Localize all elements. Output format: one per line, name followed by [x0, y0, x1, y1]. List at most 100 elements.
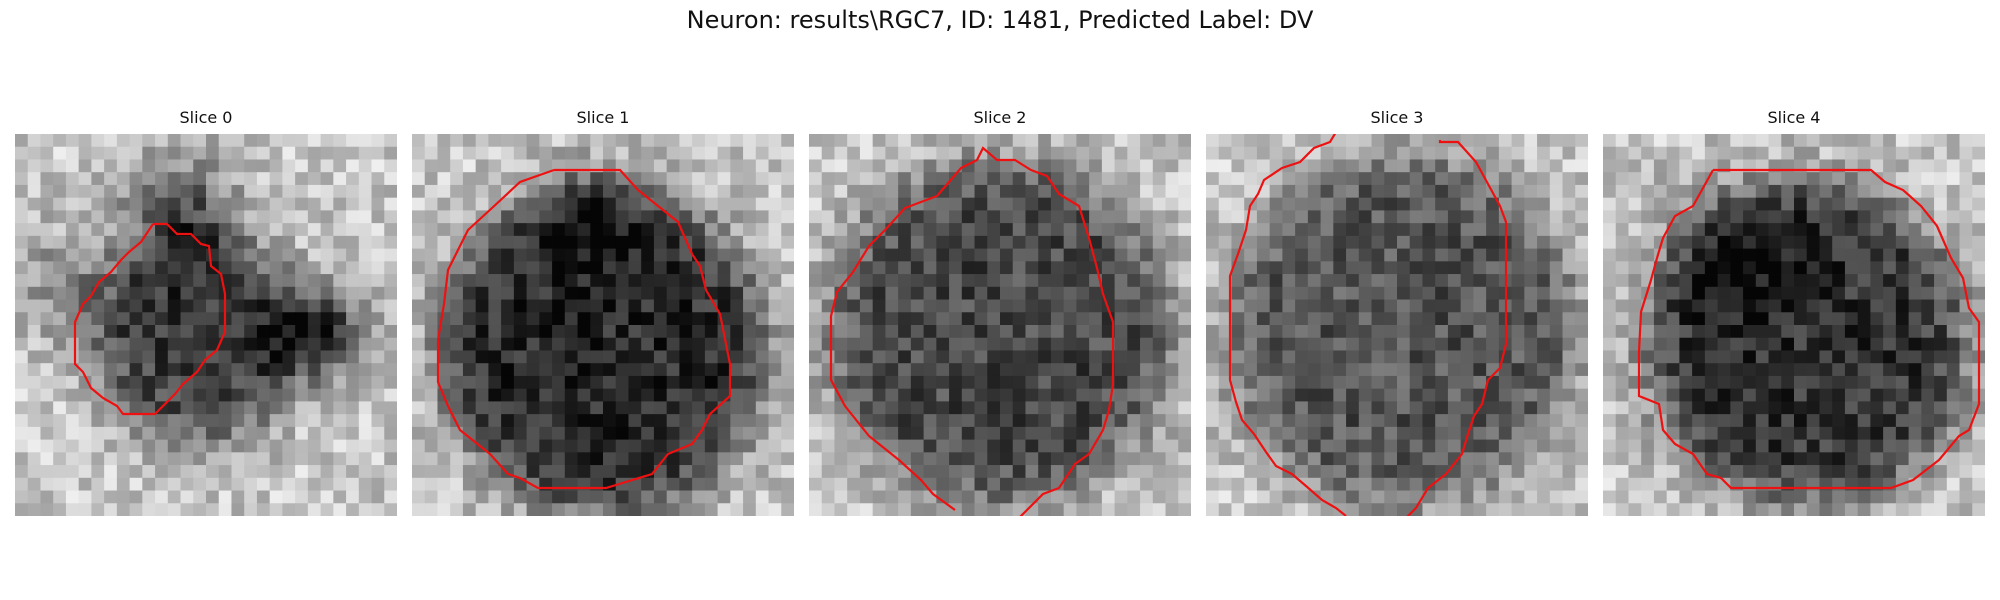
pixel: [40, 414, 54, 428]
pixel: [949, 184, 963, 199]
pixel: [526, 312, 540, 326]
pixel: [218, 477, 232, 491]
pixel: [923, 172, 937, 186]
pixel: [1256, 210, 1271, 224]
pixel: [653, 477, 668, 491]
pixel: [475, 184, 489, 199]
pixel: [590, 312, 604, 326]
pixel: [1870, 248, 1884, 262]
pixel: [462, 490, 477, 504]
pixel: [333, 286, 347, 300]
pixel: [358, 235, 372, 249]
pixel: [821, 363, 835, 377]
pixel: [743, 477, 757, 491]
pixel: [1679, 134, 1693, 148]
pixel: [1819, 134, 1833, 148]
pixel: [1781, 337, 1795, 351]
pixel: [513, 274, 527, 288]
pixel: [717, 197, 731, 211]
pixel: [244, 388, 258, 402]
pixel: [653, 350, 668, 364]
pixel: [15, 503, 29, 516]
pixel: [1615, 197, 1629, 211]
pixel: [129, 477, 143, 491]
pixel: [501, 401, 515, 415]
pixel: [450, 401, 464, 415]
pixel: [847, 375, 861, 390]
pixel: [450, 465, 464, 479]
pixel: [768, 325, 782, 339]
pixel: [1397, 503, 1411, 516]
pixel: [1562, 184, 1576, 199]
pixel: [987, 197, 1001, 211]
pixel: [1152, 465, 1166, 479]
pixel: [1178, 477, 1191, 491]
pixel: [1178, 134, 1191, 148]
pixel: [450, 439, 464, 453]
pixel: [1575, 477, 1588, 491]
pixel: [1857, 235, 1871, 249]
pixel: [1165, 363, 1179, 377]
pixel: [1012, 388, 1026, 402]
pixel: [1282, 248, 1296, 262]
pixel: [1152, 503, 1166, 516]
pixel: [949, 146, 963, 160]
pixel: [513, 172, 527, 186]
pixel: [1615, 274, 1629, 288]
pixel: [295, 388, 309, 402]
pixel: [231, 172, 245, 186]
pixel: [821, 426, 835, 440]
pixel: [53, 184, 67, 199]
pixel: [755, 235, 769, 249]
pixel: [295, 274, 309, 288]
pixel: [53, 452, 67, 466]
pixel: [346, 312, 360, 326]
pixel: [384, 375, 397, 390]
pixel: [885, 159, 899, 173]
pixel: [91, 337, 105, 351]
pixel: [1089, 388, 1103, 402]
pixel: [1870, 223, 1884, 237]
pixel: [269, 235, 283, 249]
pixel: [193, 274, 207, 288]
pixel: [488, 210, 502, 224]
pixel: [666, 388, 680, 402]
pixel: [1244, 286, 1258, 300]
pixel: [256, 363, 271, 377]
pixel: [1076, 197, 1090, 211]
pixel: [564, 172, 578, 186]
pixel: [1704, 388, 1718, 402]
pixel: [1883, 197, 1897, 211]
pixel: [1320, 184, 1334, 199]
pixel: [1422, 465, 1436, 479]
pixel: [1063, 401, 1077, 415]
pixel: [1371, 325, 1385, 339]
pixel: [1165, 388, 1179, 402]
pixel: [1244, 363, 1258, 377]
pixel: [1063, 452, 1077, 466]
pixel: [346, 299, 360, 313]
pixel: [1486, 465, 1500, 479]
pixel: [1615, 146, 1629, 160]
pixel: [1628, 197, 1642, 211]
pixel: [539, 210, 553, 224]
pixel: [1320, 210, 1334, 224]
pixel: [552, 465, 566, 479]
pixel: [1768, 388, 1782, 402]
pixel: [513, 159, 527, 173]
pixel: [1679, 363, 1693, 377]
pixel: [910, 439, 924, 453]
pixel: [1524, 159, 1538, 173]
pixel: [704, 248, 718, 262]
pixel: [1295, 248, 1309, 262]
pixel: [1447, 503, 1462, 516]
pixel: [142, 299, 156, 313]
pixel: [1038, 414, 1052, 428]
pixel: [358, 134, 372, 148]
pixel: [1704, 350, 1718, 364]
pixel: [1101, 490, 1115, 504]
pixel: [1498, 503, 1512, 516]
pixel: [475, 235, 489, 249]
pixel: [1231, 299, 1245, 313]
pixel: [307, 465, 321, 479]
